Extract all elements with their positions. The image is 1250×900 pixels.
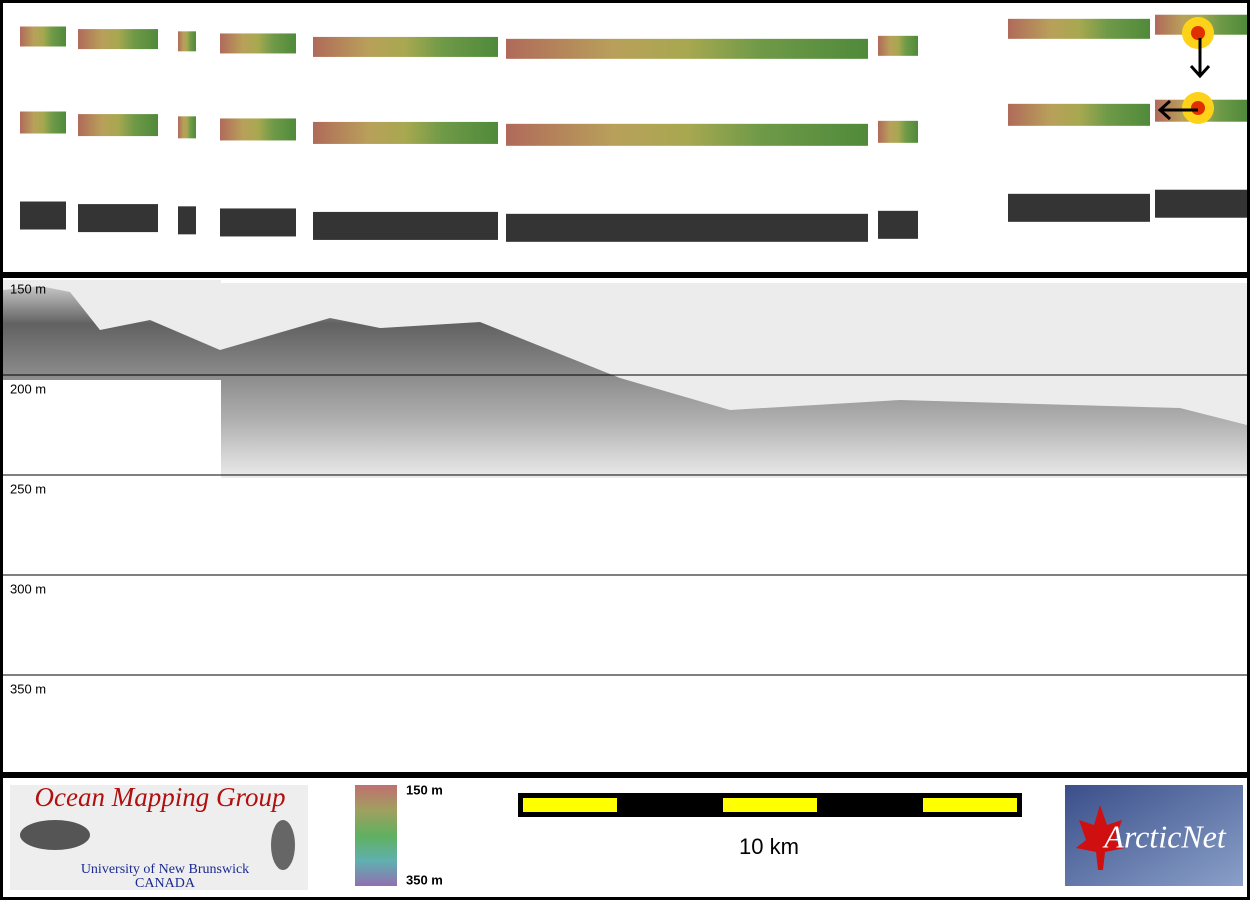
depth-axis: 150 m 200 m 250 m 300 m 350 m — [3, 281, 1247, 696]
swath-strip — [506, 38, 868, 59]
swath-strip — [20, 26, 66, 47]
swath-strip — [1155, 189, 1247, 218]
swath-strip — [1008, 103, 1150, 126]
swath-strip — [78, 29, 158, 50]
logo-line: CANADA — [135, 876, 196, 891]
swath-strips — [20, 14, 1247, 242]
swath-strip — [78, 204, 158, 233]
swath-strip — [20, 201, 66, 230]
depth-label: 200 m — [10, 381, 46, 396]
swath-strip — [220, 208, 296, 237]
swath-strip — [313, 36, 498, 57]
colorbar-label: 150 m — [406, 782, 443, 797]
colorbar-label: 350 m — [406, 872, 443, 887]
swath-strip — [178, 116, 196, 139]
markers — [1157, 17, 1214, 124]
swath-strip — [78, 114, 158, 137]
scale-label: 10 km — [739, 834, 799, 859]
depth-label: 300 m — [10, 581, 46, 596]
swath-strip — [1008, 18, 1150, 39]
swath-strip — [506, 123, 868, 146]
swath-strip — [506, 213, 868, 242]
logo-line: University of New Brunswick — [81, 862, 249, 877]
depth-label: 350 m — [10, 681, 46, 696]
swath-strip — [878, 120, 918, 143]
swath-strip — [1008, 193, 1150, 222]
echogram — [3, 286, 1247, 475]
swath-strip — [220, 118, 296, 141]
swath-strip — [178, 31, 196, 52]
depth-label: 150 m — [10, 281, 46, 296]
logo-title: Ocean Mapping Group — [35, 782, 286, 812]
arcticnet-title: ArcticNet — [1102, 818, 1227, 854]
swath-strip — [313, 121, 498, 144]
swath-strip — [220, 33, 296, 54]
depth-label: 250 m — [10, 481, 46, 496]
colorbar — [355, 785, 397, 886]
swath-strip — [178, 206, 196, 235]
swath-strip — [313, 211, 498, 240]
swath-strip — [20, 111, 66, 134]
swath-strip — [878, 35, 918, 56]
swath-strip — [878, 210, 918, 239]
